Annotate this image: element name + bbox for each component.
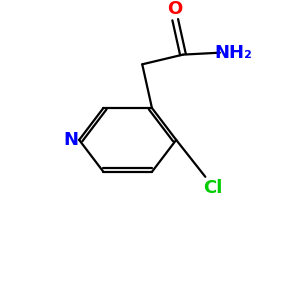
Text: N: N — [63, 131, 78, 149]
Text: O: O — [168, 0, 183, 18]
Text: Cl: Cl — [203, 179, 223, 197]
Text: NH₂: NH₂ — [214, 44, 252, 62]
